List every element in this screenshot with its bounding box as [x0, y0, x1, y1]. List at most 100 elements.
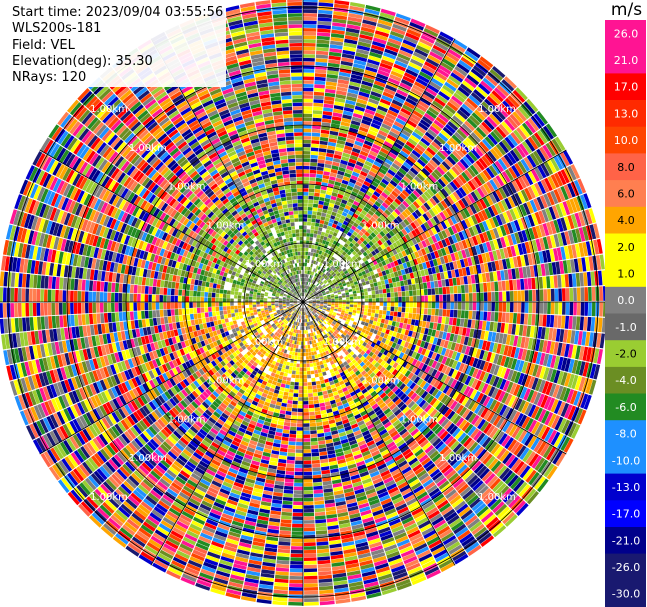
gate-cell [464, 375, 472, 386]
gate-cell [528, 453, 539, 467]
gate-cell [521, 416, 531, 429]
gate-cell [346, 316, 351, 320]
gate-cell [296, 434, 303, 439]
gate-cell [320, 313, 324, 317]
gate-cell [326, 152, 334, 158]
gate-cell [422, 262, 428, 270]
gate-cell [445, 51, 460, 63]
gate-cell [466, 167, 476, 178]
gate-cell [489, 272, 494, 282]
gate-cell [401, 385, 409, 393]
ppi-velocity-plot: 1.00km1.00km1.00km1.00km1.00km1.00km1.00… [0, 0, 605, 606]
gate-cell [498, 123, 510, 136]
gate-cell [341, 211, 348, 217]
gate-cell [317, 254, 321, 259]
gate-cell [419, 170, 428, 179]
gate-cell [328, 202, 335, 208]
gate-cell [333, 220, 339, 225]
gate-cell [312, 303, 316, 305]
gate-cell [537, 478, 549, 493]
gate-cell [288, 587, 303, 591]
gate-cell [407, 247, 414, 254]
gate-cell [461, 103, 474, 115]
gate-cell [407, 342, 413, 350]
gate-cell [361, 270, 366, 276]
gate-cell [281, 436, 289, 441]
gate-cell [371, 347, 377, 354]
gate-cell [393, 408, 402, 417]
gate-cell [416, 378, 424, 386]
gate-cell [365, 375, 372, 382]
gate-cell [346, 250, 352, 256]
gate-cell [372, 84, 385, 91]
gate-cell [462, 408, 471, 419]
gate-cell [334, 294, 338, 297]
gate-cell [396, 439, 405, 447]
gate-cell [503, 223, 511, 235]
gate-cell [289, 388, 294, 393]
gate-cell [310, 151, 319, 156]
gate-cell [316, 304, 320, 306]
gate-cell [468, 227, 475, 237]
gate-cell [392, 124, 403, 132]
gate-cell [355, 102, 367, 109]
gate-cell [310, 329, 313, 333]
gate-cell [394, 398, 402, 406]
gate-cell [318, 571, 332, 576]
gate-cell [297, 352, 301, 357]
gate-cell [487, 441, 498, 453]
gate-cell [311, 143, 319, 148]
gate-cell [567, 165, 577, 181]
gate-cell [556, 218, 564, 232]
gate-cell [463, 207, 471, 218]
gate-cell [411, 319, 416, 326]
gate-cell [468, 151, 478, 162]
gate-cell [407, 206, 415, 214]
gate-cell [297, 412, 303, 416]
gate-cell [426, 147, 436, 156]
gate-cell [319, 589, 334, 595]
gate-cell [540, 394, 549, 408]
gate-cell [370, 232, 377, 238]
gate-cell [461, 230, 469, 240]
gate-cell [354, 253, 360, 259]
gate-cell [463, 336, 469, 346]
gate-cell [456, 318, 461, 327]
gate-cell [303, 549, 317, 554]
gate-cell [335, 177, 343, 183]
gate-cell [478, 157, 488, 169]
gate-cell [514, 427, 525, 441]
gate-cell [344, 145, 353, 151]
gate-cell [312, 303, 317, 304]
gate-cell [465, 365, 472, 375]
gate-cell [303, 538, 316, 543]
gate-cell [440, 200, 448, 209]
gate-cell [534, 423, 544, 437]
gate-cell [296, 423, 303, 427]
gate-cell [334, 97, 346, 103]
gate-cell [493, 445, 504, 458]
gate-cell [303, 154, 311, 159]
gate-cell [506, 152, 517, 165]
gate-cell [398, 302, 402, 307]
gate-cell [498, 312, 503, 323]
gate-cell [350, 120, 361, 126]
gate-cell [317, 316, 321, 320]
gate-cell [308, 396, 314, 401]
gate-cell [322, 175, 330, 180]
gate-cell [321, 469, 331, 475]
gate-cell [510, 245, 517, 257]
gate-cell [308, 195, 314, 200]
gate-cell [542, 444, 554, 459]
gate-cell [420, 302, 425, 308]
gate-cell [312, 304, 316, 306]
gate-cell [299, 330, 302, 334]
gate-cell [344, 287, 348, 291]
gate-cell [535, 365, 543, 378]
gate-cell [464, 423, 474, 434]
gate-cell [405, 141, 416, 150]
gate-cell [446, 78, 459, 89]
gate-cell [316, 312, 320, 315]
gate-cell [398, 238, 405, 245]
gate-cell [303, 467, 312, 472]
